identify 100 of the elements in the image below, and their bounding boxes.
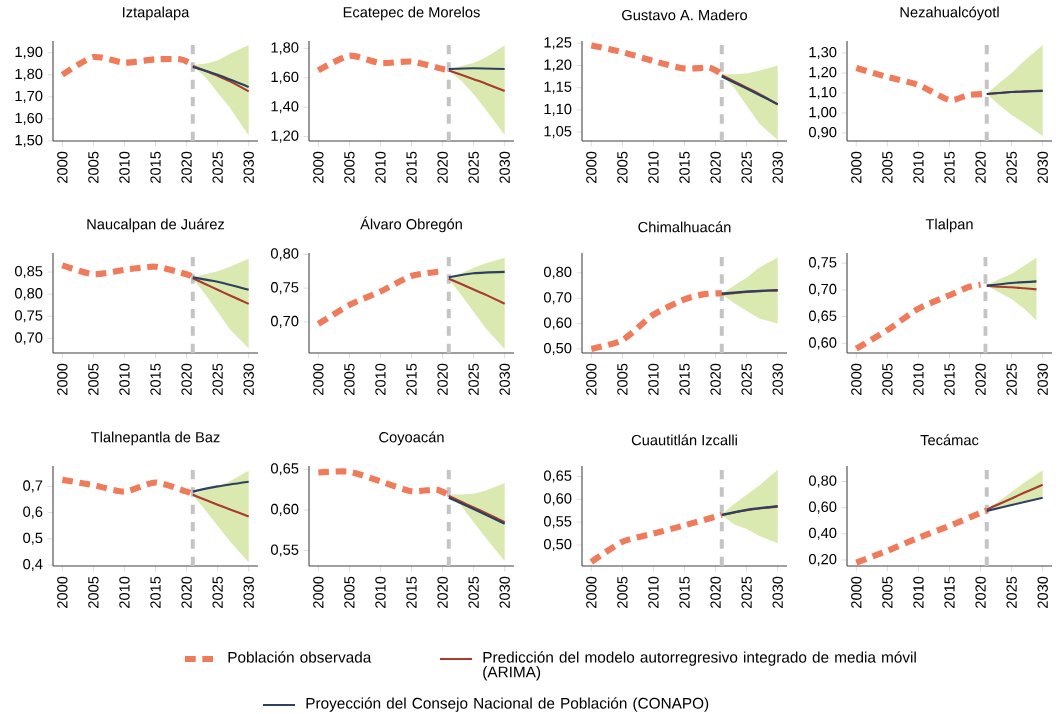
x-tick-label: 2020 xyxy=(437,576,448,608)
x-tick-label: 2030 xyxy=(499,576,510,608)
x-tick-label: 2000 xyxy=(57,363,68,395)
legend-label: Proyección del Consejo Nacional de Población (CONAPO) xyxy=(306,697,709,712)
y-tick-label: 0,60 xyxy=(270,503,299,516)
y-tick-label: 0,4 xyxy=(23,558,43,572)
x-tick-label: 2000 xyxy=(313,363,324,395)
chart-title: Tlalnepantla de Baz xyxy=(91,431,220,446)
y-tick-label: 1,20 xyxy=(544,59,572,72)
x-tick-label: 2000 xyxy=(313,151,324,183)
x-tick-label: 2005 xyxy=(344,151,355,183)
y-tick-label: 1,30 xyxy=(809,46,837,60)
y-tick-label: 0,70 xyxy=(808,283,837,296)
x-tick-label: 2030 xyxy=(243,576,254,608)
y-tick-label: 1,50 xyxy=(15,134,43,148)
y-tick-label: 1,15 xyxy=(544,81,572,94)
x-tick-label: 2025 xyxy=(212,151,223,183)
y-tick-label: 1,10 xyxy=(809,86,837,100)
x-tick-label: 2025 xyxy=(212,576,223,608)
x-tick-label: 2005 xyxy=(882,576,893,608)
x-tick-label: 2000 xyxy=(851,363,862,395)
x-tick-label: 2010 xyxy=(648,151,659,183)
x-tick-label: 2020 xyxy=(181,151,192,183)
y-tick-label: 1,40 xyxy=(271,101,299,114)
y-tick-label: 1,25 xyxy=(544,37,572,50)
y-tick-label: 0,75 xyxy=(270,282,299,295)
y-tick-label: 0,80 xyxy=(808,475,837,488)
x-tick-label: 2010 xyxy=(119,363,130,395)
x-tick-label: 2010 xyxy=(913,363,924,395)
x-tick-label: 2015 xyxy=(679,363,690,395)
x-tick-label: 2005 xyxy=(882,363,893,395)
chart-title: Nezahualcóyotl xyxy=(900,6,999,21)
x-tick-label: 2010 xyxy=(375,363,386,395)
y-tick-label: 0,80 xyxy=(270,248,299,261)
x-tick-label: 2000 xyxy=(57,151,68,183)
y-tick-label: 0,70 xyxy=(14,332,43,345)
y-tick-label: 0,55 xyxy=(270,544,299,557)
chart-title: Chimalhuacán xyxy=(638,221,731,233)
y-tick-label: 1,60 xyxy=(15,112,43,125)
x-tick-label: 2005 xyxy=(88,363,99,395)
x-tick-label: 2015 xyxy=(406,576,417,608)
x-tick-label: 2005 xyxy=(344,363,355,395)
x-tick-label: 2010 xyxy=(119,151,130,183)
chart-title: Coyoacán xyxy=(379,431,444,446)
x-tick-label: 2020 xyxy=(181,576,192,608)
x-tick-label: 2030 xyxy=(772,576,783,608)
x-tick-label: 2020 xyxy=(437,151,448,183)
y-tick-label: 0,60 xyxy=(808,337,837,350)
x-tick-label: 2010 xyxy=(648,576,659,608)
x-tick-label: 2000 xyxy=(57,576,68,608)
y-tick-label: 0,55 xyxy=(543,516,572,529)
x-tick-label: 2015 xyxy=(150,151,161,183)
x-tick-label: 2015 xyxy=(679,576,690,608)
chart-title: Tlalpan xyxy=(925,218,973,233)
y-tick-label: 0,6 xyxy=(23,506,43,519)
x-tick-label: 2030 xyxy=(499,363,510,395)
x-tick-label: 2015 xyxy=(944,363,955,395)
x-tick-label: 2020 xyxy=(710,363,721,395)
chart-title: Cuautitlán Izcalli xyxy=(631,434,737,446)
x-tick-label: 2030 xyxy=(243,151,254,183)
x-tick-label: 2005 xyxy=(617,363,628,395)
y-tick-label: 0,60 xyxy=(543,493,572,506)
x-tick-label: 2030 xyxy=(1037,576,1048,608)
y-tick-label: 0,80 xyxy=(543,266,572,279)
x-tick-label: 2020 xyxy=(181,363,192,395)
y-tick-label: 1,05 xyxy=(544,126,572,139)
y-tick-label: 0,75 xyxy=(808,257,837,270)
x-tick-label: 2030 xyxy=(499,151,510,183)
y-tick-label: 0,20 xyxy=(808,553,837,567)
x-tick-label: 2025 xyxy=(1006,576,1017,608)
x-tick-label: 2015 xyxy=(944,576,955,608)
x-tick-label: 2005 xyxy=(617,576,628,608)
y-tick-label: 1,70 xyxy=(15,90,43,103)
x-tick-label: 2030 xyxy=(1037,151,1048,183)
x-tick-label: 2005 xyxy=(344,576,355,608)
x-tick-label: 2000 xyxy=(851,151,862,183)
chart-title: Gustavo A. Madero xyxy=(622,9,748,21)
x-tick-label: 2010 xyxy=(375,151,386,183)
x-tick-label: 2030 xyxy=(1037,363,1048,395)
x-tick-label: 2005 xyxy=(88,151,99,183)
x-tick-label: 2010 xyxy=(913,576,924,608)
y-tick-label: 0,90 xyxy=(808,126,837,140)
x-tick-label: 2030 xyxy=(772,151,783,183)
x-tick-label: 2005 xyxy=(882,151,893,183)
x-tick-label: 2015 xyxy=(406,363,417,395)
x-tick-label: 2000 xyxy=(313,576,324,608)
x-tick-label: 2010 xyxy=(913,151,924,183)
x-tick-label: 2000 xyxy=(586,151,597,183)
x-tick-label: 2030 xyxy=(243,363,254,395)
x-tick-label: 2025 xyxy=(468,151,479,183)
y-tick-label: 0,7 xyxy=(23,480,43,493)
x-tick-label: 2015 xyxy=(944,151,955,183)
y-tick-label: 0,65 xyxy=(543,470,572,483)
y-tick-label: 0,75 xyxy=(14,310,43,323)
x-tick-label: 2020 xyxy=(437,363,448,395)
x-tick-label: 2025 xyxy=(741,363,752,395)
x-tick-label: 2020 xyxy=(710,151,721,183)
x-tick-label: 2015 xyxy=(150,363,161,395)
y-tick-label: 1,80 xyxy=(15,68,43,81)
y-tick-label: 0,80 xyxy=(14,288,43,301)
